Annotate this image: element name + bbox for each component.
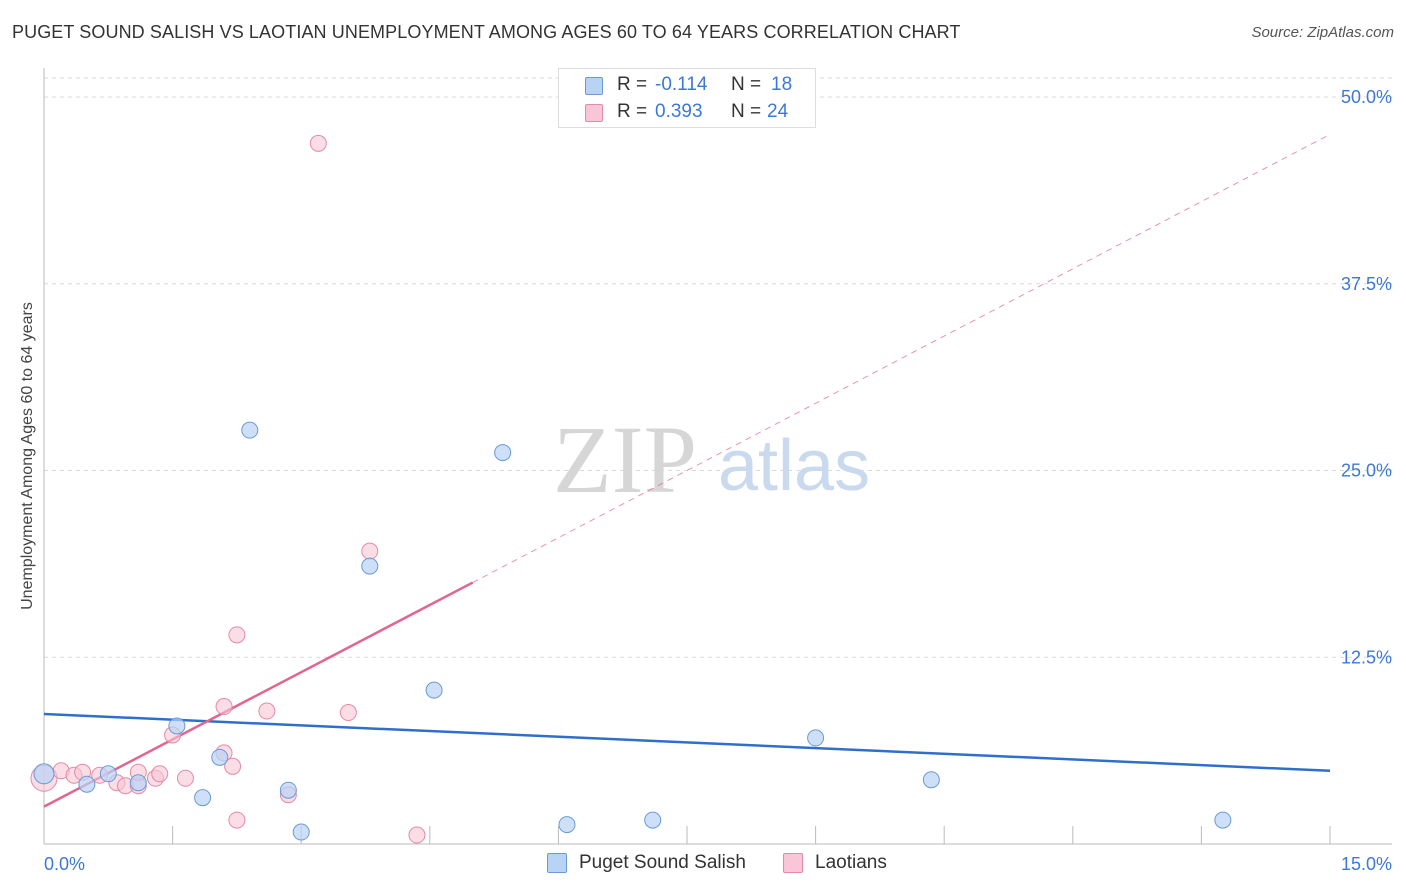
legend-r-value: 0.393 — [655, 101, 703, 122]
data-point-salish — [279, 781, 297, 799]
data-point-salish — [241, 421, 259, 439]
data-point-salish — [211, 748, 229, 766]
data-point-salish — [425, 681, 443, 699]
y-tick-label: 12.5% — [1341, 647, 1392, 667]
data-point-salish — [99, 765, 117, 783]
data-point-salish — [558, 816, 576, 834]
trend-line-laotians-projection — [472, 133, 1331, 583]
data-point-laotians — [258, 702, 276, 720]
label-layer: 12.5% 25.0% 37.5% 50.0% 0.0% 15.0% — [44, 87, 1392, 874]
y-tick-label: 25.0% — [1341, 461, 1392, 481]
data-point-salish — [33, 763, 55, 785]
y-tick-label: 37.5% — [1341, 274, 1392, 294]
data-point-salish — [194, 789, 212, 807]
data-point-salish — [1214, 811, 1232, 829]
data-point-salish — [807, 729, 825, 747]
legend-swatch-laotians — [585, 104, 603, 122]
series-label-laotians: Laotians — [815, 852, 887, 873]
data-point-laotians — [361, 542, 379, 560]
series-swatch-salish — [547, 853, 567, 873]
legend-n-label: N = — [731, 101, 762, 122]
legend-n-value: 24 — [767, 101, 789, 122]
data-point-salish — [78, 775, 96, 793]
correlation-legend: R = -0.114 N = 18 R = 0.393 N = 24 — [558, 68, 816, 128]
data-point-laotians — [228, 811, 246, 829]
data-point-salish — [168, 717, 186, 735]
x-tick-label-max: 15.0% — [1341, 854, 1392, 874]
data-point-laotians — [176, 769, 194, 787]
data-point-salish — [292, 823, 310, 841]
trend-line-salish — [43, 712, 1331, 773]
chart-title: PUGET SOUND SALISH VS LAOTIAN UNEMPLOYME… — [12, 22, 961, 42]
data-point-salish — [644, 811, 662, 829]
data-point-salish — [494, 444, 512, 462]
grid-layer — [44, 77, 1392, 658]
legend-n-value: 18 — [771, 74, 793, 95]
data-point-laotians — [309, 134, 327, 152]
watermark: ZIP atlas — [553, 406, 870, 513]
x-tick-label-min: 0.0% — [44, 854, 85, 874]
legend-n-label: N = — [731, 74, 762, 95]
data-point-salish — [361, 557, 379, 575]
source-label: Source: ZipAtlas.com — [1251, 24, 1394, 41]
data-point-salish — [129, 774, 147, 792]
legend-swatch-salish — [585, 77, 603, 95]
legend-r-label: R = — [617, 101, 648, 122]
point-layer — [30, 134, 1232, 844]
data-point-laotians — [215, 698, 233, 716]
legend-r-label: R = — [617, 74, 648, 95]
watermark-atlas: atlas — [718, 426, 870, 506]
data-point-laotians — [408, 826, 426, 844]
legend-r-value: -0.114 — [655, 74, 708, 95]
data-point-laotians — [339, 704, 357, 722]
data-point-salish — [922, 771, 940, 789]
y-tick-label: 50.0% — [1341, 87, 1392, 107]
data-point-laotians — [228, 626, 246, 644]
data-point-laotians — [151, 765, 169, 783]
series-label-salish: Puget Sound Salish — [579, 852, 746, 873]
series-swatch-laotians — [783, 853, 803, 873]
data-point-laotians — [224, 757, 242, 775]
watermark-zip: ZIP — [553, 406, 697, 513]
